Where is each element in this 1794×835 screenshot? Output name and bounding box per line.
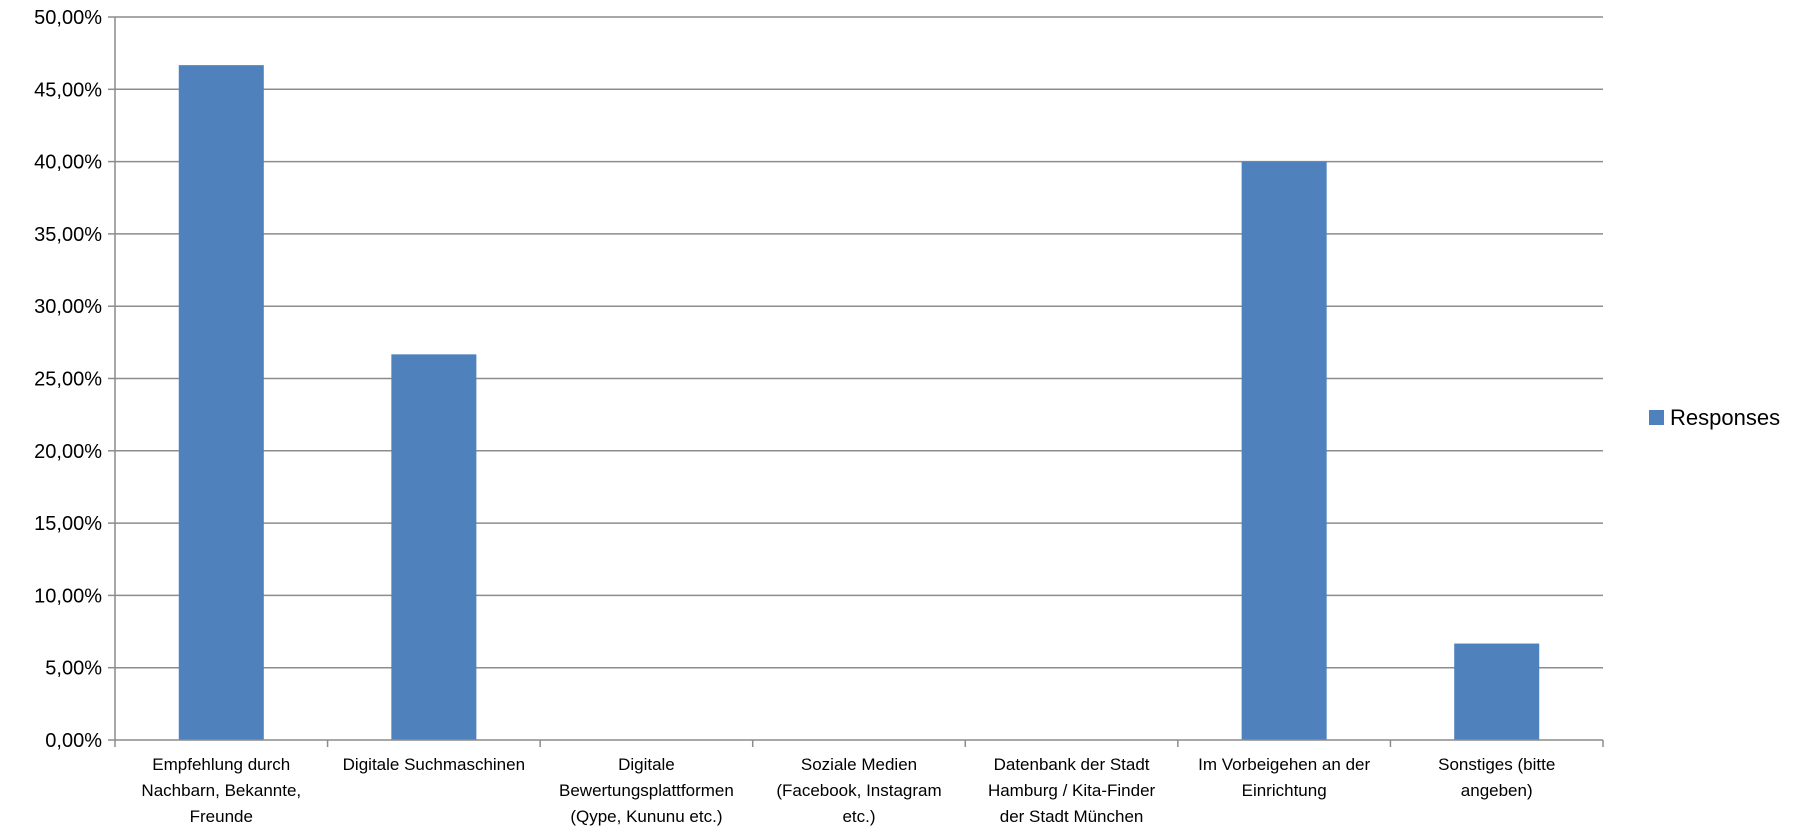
y-tick-label: 5,00% bbox=[45, 658, 102, 680]
x-tick-label: Soziale Medien (Facebook, Instagram etc.) bbox=[776, 755, 941, 826]
x-tick-label: Im Vorbeigehen an der Einrichtung bbox=[1198, 755, 1370, 800]
x-tick-label: Digitale Suchmaschinen bbox=[343, 755, 525, 774]
bars bbox=[178, 65, 1540, 741]
y-tick-label: 15,00% bbox=[34, 513, 102, 535]
y-tick-label: 20,00% bbox=[34, 441, 102, 463]
y-tick-label: 30,00% bbox=[34, 296, 102, 318]
y-tick-label: 50,00% bbox=[34, 7, 102, 29]
bar bbox=[1241, 161, 1327, 741]
x-tick-label: Digitale Bewertungsplattformen (Qype, Kunu… bbox=[559, 755, 734, 826]
x-tick-label: Sonstiges (bitte angeben) bbox=[1438, 755, 1555, 800]
y-tick-label: 25,00% bbox=[34, 369, 102, 391]
gridlines bbox=[108, 16, 1603, 741]
legend: Responses bbox=[1649, 405, 1780, 430]
x-tick-label: Datenbank der Stadt Hamburg / Kita-Finder… bbox=[988, 755, 1156, 826]
y-tick-label: 10,00% bbox=[34, 585, 102, 607]
y-tick-labels: 0,00% 5,00% 10,00% 15,00% 20,00% 25,00% 30,00%… bbox=[34, 7, 102, 752]
bar bbox=[391, 354, 477, 740]
y-tick-label: 0,00% bbox=[45, 730, 102, 752]
y-tick-label: 35,00% bbox=[34, 224, 102, 246]
legend-label: Responses bbox=[1670, 405, 1780, 430]
axes bbox=[114, 17, 1604, 747]
bar bbox=[178, 65, 264, 741]
x-tick-labels: Empfehlung durch Nachbarn, Bekannte, Freun… bbox=[141, 755, 1555, 826]
y-tick-label: 45,00% bbox=[34, 79, 102, 101]
x-tick-label: Empfehlung durch Nachbarn, Bekannte, Freun… bbox=[141, 755, 301, 826]
y-tick-label: 40,00% bbox=[34, 152, 102, 174]
bar bbox=[1454, 643, 1540, 740]
legend-swatch bbox=[1649, 410, 1664, 425]
